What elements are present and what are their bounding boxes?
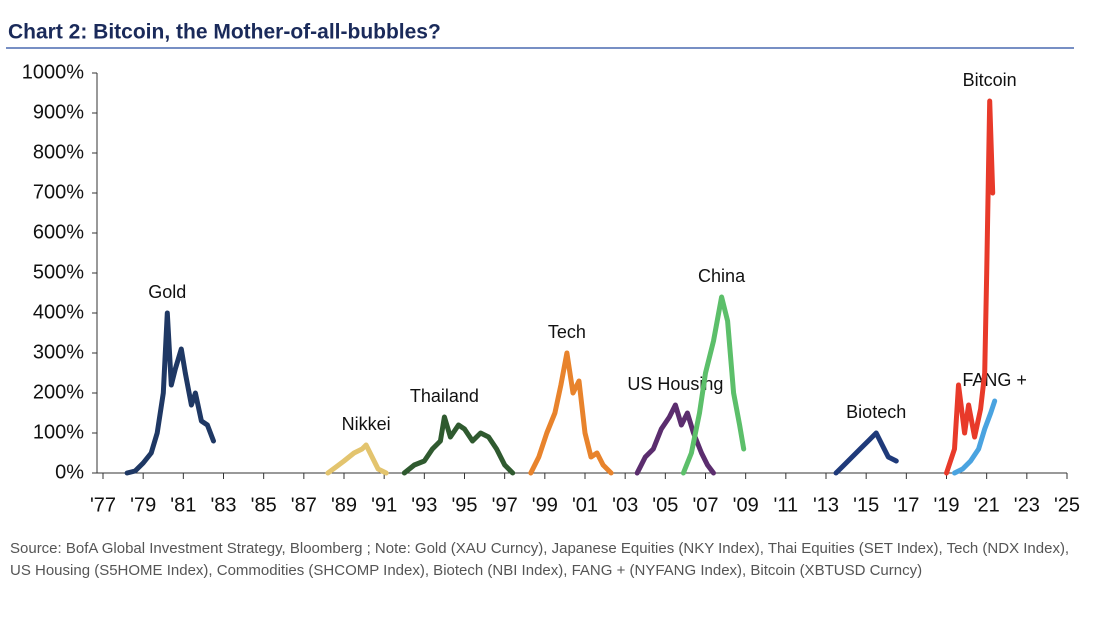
y-tick-label: 100% (33, 421, 84, 443)
y-tick-label: 600% (33, 221, 84, 243)
series-line (634, 402, 716, 476)
x-tick-label: '03 (612, 494, 638, 516)
x-tick-label: '07 (692, 494, 718, 516)
x-tick-label: '91 (371, 494, 397, 516)
y-tick-label: 800% (33, 141, 84, 163)
x-tick-label: '87 (291, 494, 317, 516)
x-tick-label: '97 (492, 494, 518, 516)
series-label: China (698, 266, 746, 286)
y-tick-label: 300% (33, 341, 84, 363)
series-line (952, 398, 998, 476)
y-tick-label: 500% (33, 261, 84, 283)
x-tick-label: '89 (331, 494, 357, 516)
x-tick-label: '79 (130, 494, 156, 516)
chart: Chart 2: Bitcoin, the Mother-of-all-bubb… (6, 21, 1080, 516)
x-tick-label: '81 (170, 494, 196, 516)
series-line (401, 414, 516, 476)
series-label: FANG + (962, 370, 1027, 390)
y-tick-label: 900% (33, 101, 84, 123)
y-tick-label: 700% (33, 181, 84, 203)
x-tick-label: '25 (1054, 494, 1080, 516)
series-label: Bitcoin (963, 70, 1017, 90)
x-tick-label: '85 (251, 494, 277, 516)
x-tick-label: '17 (893, 494, 919, 516)
chart-title: Chart 2: Bitcoin, the Mother-of-all-bubb… (8, 21, 441, 44)
series-label: Tech (548, 322, 586, 342)
x-tick-label: '13 (813, 494, 839, 516)
x-tick-label: '93 (411, 494, 437, 516)
series-line (680, 294, 747, 476)
series-line (325, 442, 389, 476)
series-line (528, 350, 614, 476)
series-label: Nikkei (342, 414, 391, 434)
x-tick-label: '77 (90, 494, 116, 516)
series-line (833, 430, 899, 476)
y-tick-label: 1000% (22, 61, 84, 83)
y-tick-label: 0% (55, 461, 84, 483)
series-line (944, 98, 996, 476)
x-tick-label: '19 (933, 494, 959, 516)
x-tick-label: '23 (1014, 494, 1040, 516)
y-tick-label: 200% (33, 381, 84, 403)
series-label: Gold (148, 282, 186, 302)
x-tick-label: '01 (572, 494, 598, 516)
x-tick-label: '95 (451, 494, 477, 516)
x-tick-label: '99 (532, 494, 558, 516)
source-note: Source: BofA Global Investment Strategy,… (10, 540, 1070, 579)
series-label: Biotech (846, 402, 906, 422)
series-label: Thailand (410, 386, 479, 406)
x-tick-label: '15 (853, 494, 879, 516)
x-tick-label: '05 (652, 494, 678, 516)
series-line (124, 310, 216, 476)
x-tick-label: '11 (774, 494, 799, 516)
series-label: US Housing (627, 374, 723, 394)
x-tick-label: '83 (210, 494, 236, 516)
y-tick-label: 400% (33, 301, 84, 323)
x-tick-label: '09 (733, 494, 759, 516)
x-tick-label: '21 (974, 494, 1000, 516)
